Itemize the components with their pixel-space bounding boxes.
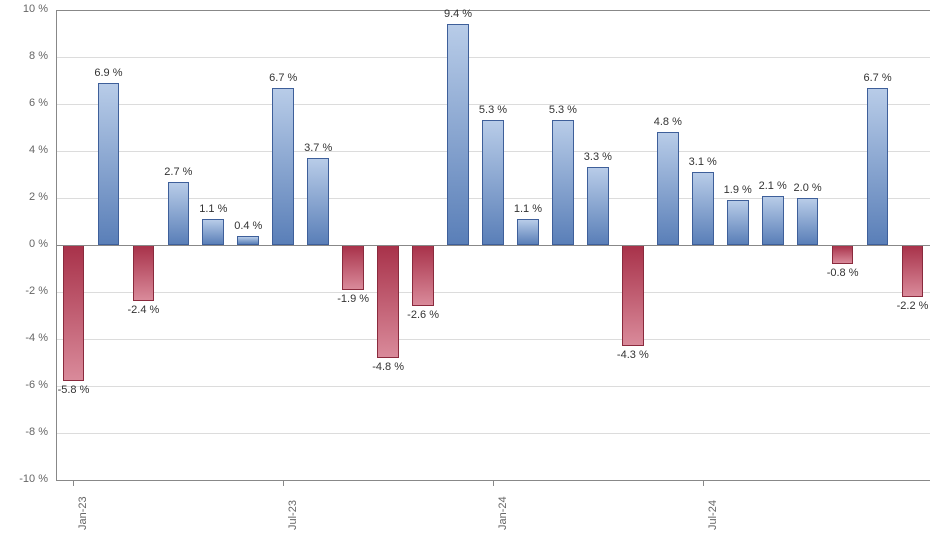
- bar-value-label: 3.7 %: [304, 142, 332, 154]
- bar: [237, 236, 259, 245]
- bar: [63, 245, 85, 381]
- bar-value-label: 1.1 %: [514, 203, 542, 215]
- y-tick-label: 0 %: [0, 238, 48, 250]
- bar: [797, 198, 819, 245]
- bar: [727, 200, 749, 245]
- bar-value-label: 2.0 %: [794, 182, 822, 194]
- bar-value-label: 2.1 %: [759, 180, 787, 192]
- y-tick-label: -4 %: [0, 332, 48, 344]
- bar: [272, 88, 294, 245]
- gridline: [56, 433, 930, 434]
- y-tick-label: -10 %: [0, 473, 48, 485]
- gridline: [56, 292, 930, 293]
- bar: [552, 120, 574, 245]
- x-tickmark: [73, 480, 74, 486]
- bar-value-label: -0.8 %: [827, 267, 859, 279]
- x-tick-label: Jul-23: [287, 500, 299, 530]
- gridline: [56, 386, 930, 387]
- bar-value-label: -4.3 %: [617, 349, 649, 361]
- bar-value-label: 6.9 %: [94, 67, 122, 79]
- bar: [622, 245, 644, 346]
- bar-value-label: 3.3 %: [584, 151, 612, 163]
- bar-value-label: -2.2 %: [897, 300, 929, 312]
- bar: [692, 172, 714, 245]
- bar-value-label: 0.4 %: [234, 220, 262, 232]
- x-tick-label: Jan-24: [497, 496, 509, 530]
- bar: [587, 167, 609, 245]
- y-tick-label: 10 %: [0, 3, 48, 15]
- gridline: [56, 57, 930, 58]
- bar: [377, 245, 399, 358]
- y-tick-label: -8 %: [0, 426, 48, 438]
- y-tick-label: -6 %: [0, 379, 48, 391]
- bar-value-label: 1.9 %: [724, 184, 752, 196]
- y-tick-label: 8 %: [0, 50, 48, 62]
- bar-value-label: -2.4 %: [127, 304, 159, 316]
- bar-chart: -10 % -8 % -6 % -4 % -2 % 0 % 2 % 4 % 6 % 8 % 10 %…: [0, 0, 940, 550]
- bar-value-label: 2.7 %: [164, 166, 192, 178]
- bar: [482, 120, 504, 245]
- bar-value-label: 4.8 %: [654, 116, 682, 128]
- bar-value-label: 6.7 %: [269, 72, 297, 84]
- x-tickmark: [703, 480, 704, 486]
- bar: [342, 245, 364, 290]
- bar: [202, 219, 224, 245]
- bar: [412, 245, 434, 306]
- y-tick-label: -2 %: [0, 285, 48, 297]
- bar: [307, 158, 329, 245]
- bar: [762, 196, 784, 245]
- bar: [98, 83, 120, 245]
- bar: [867, 88, 889, 245]
- bar: [832, 245, 854, 264]
- bar-value-label: 1.1 %: [199, 203, 227, 215]
- bar: [657, 132, 679, 245]
- bar: [168, 182, 190, 245]
- y-tick-label: 2 %: [0, 191, 48, 203]
- bar: [133, 245, 155, 301]
- y-tick-label: 4 %: [0, 144, 48, 156]
- gridline: [56, 10, 930, 11]
- zero-line: [56, 245, 930, 246]
- bar-value-label: 3.1 %: [689, 156, 717, 168]
- bar-value-label: -2.6 %: [407, 309, 439, 321]
- x-tick-label: Jan-23: [77, 496, 89, 530]
- bar-value-label: -1.9 %: [337, 293, 369, 305]
- gridline: [56, 339, 930, 340]
- bar: [517, 219, 539, 245]
- x-tick-label: Jul-24: [707, 500, 719, 530]
- bar-value-label: -5.8 %: [58, 384, 90, 396]
- bar-value-label: 5.3 %: [549, 104, 577, 116]
- bar-value-label: -4.8 %: [372, 361, 404, 373]
- bar-value-label: 6.7 %: [863, 72, 891, 84]
- bar-value-label: 9.4 %: [444, 8, 472, 20]
- bar-value-label: 5.3 %: [479, 104, 507, 116]
- y-tick-label: 6 %: [0, 97, 48, 109]
- bar: [447, 24, 469, 245]
- x-tickmark: [283, 480, 284, 486]
- bar: [902, 245, 924, 297]
- x-tickmark: [493, 480, 494, 486]
